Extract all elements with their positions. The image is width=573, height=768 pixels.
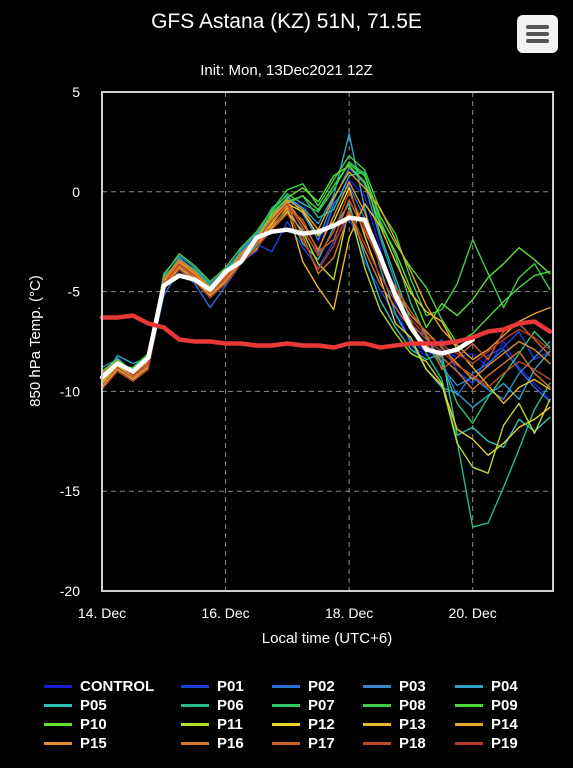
y-tick-label: 0	[72, 184, 80, 200]
legend-swatch	[181, 723, 209, 726]
series-line-p11	[101, 207, 551, 474]
series-line-climatology	[99, 313, 553, 350]
legend-swatch	[455, 685, 483, 688]
hamburger-menu-icon[interactable]	[517, 15, 558, 53]
axes: 5 0 -5 -10 -15 -20 14. Dec 16. Dec 18. Dec 20. De…	[60, 84, 497, 621]
legend-swatch	[455, 742, 483, 745]
legend-label: P05	[80, 697, 107, 714]
legend-swatch	[272, 742, 300, 745]
series-line-p19	[101, 209, 551, 391]
legend-label: P18	[399, 735, 426, 752]
grid-lines	[101, 92, 553, 591]
legend-row: P10 P11 P12 P13 P14	[44, 715, 564, 734]
page-title: GFS Astana (KZ) 51N, 71.5E	[151, 10, 422, 33]
legend-swatch	[363, 685, 391, 688]
series-line-p14	[101, 171, 551, 389]
legend-swatch	[272, 685, 300, 688]
series-line-p16	[101, 205, 551, 391]
legend-swatch	[181, 685, 209, 688]
legend-label: P12	[308, 716, 335, 733]
x-tick-label: 14. Dec	[78, 605, 126, 621]
legend-label: P16	[217, 735, 244, 752]
series-line-p05	[101, 203, 551, 448]
y-tick-label: 5	[72, 84, 80, 100]
legend-swatch	[44, 685, 72, 688]
chart-legend: CONTROL P01 P02 P03 P04 P05 P06 P07 P08 P09 P10 P11…	[44, 677, 564, 753]
legend-swatch	[44, 723, 72, 726]
ensemble-chart: 5 0 -5 -10 -15 -20 14. Dec 16. Dec 18. Dec 20. De…	[27, 84, 554, 647]
legend-row: P15 P16 P17 P18 P19	[44, 734, 564, 753]
legend-label: CONTROL	[80, 678, 155, 695]
legend-label: P02	[308, 678, 335, 695]
y-tick-label: -20	[60, 583, 80, 599]
y-tick-label: -15	[60, 483, 80, 499]
series-line-p18	[101, 191, 551, 389]
legend-row: P05 P06 P07 P08 P09	[44, 696, 564, 715]
y-tick-label: -10	[60, 383, 80, 399]
legend-swatch	[455, 723, 483, 726]
legend-swatch	[272, 723, 300, 726]
x-tick-label: 18. Dec	[325, 605, 373, 621]
legend-label: P13	[399, 716, 426, 733]
legend-label: P06	[217, 697, 244, 714]
x-axis-label: Local time (UTC+6)	[262, 630, 392, 647]
series-lines	[99, 133, 553, 528]
legend-label: P01	[217, 678, 244, 695]
series-line-p17	[101, 199, 551, 387]
legend-label: P11	[217, 716, 243, 733]
legend-label: P10	[80, 716, 107, 733]
series-line-p08	[101, 155, 551, 391]
legend-label: P19	[491, 735, 518, 752]
legend-label: P15	[80, 735, 107, 752]
legend-swatch	[44, 704, 72, 707]
legend-swatch	[181, 704, 209, 707]
series-line-ensemble-mean	[99, 215, 475, 380]
legend-swatch	[272, 704, 300, 707]
legend-swatch	[44, 742, 72, 745]
x-tick-label: 20. Dec	[449, 605, 497, 621]
legend-label: P04	[491, 678, 518, 695]
legend-swatch	[363, 723, 391, 726]
legend-swatch	[455, 704, 483, 707]
legend-label: P07	[308, 697, 335, 714]
legend-label: P08	[399, 697, 426, 714]
legend-swatch	[363, 742, 391, 745]
init-time-label: Init: Mon, 13Dec2021 12Z	[200, 62, 373, 79]
y-tick-label: -5	[68, 284, 81, 300]
legend-row: CONTROL P01 P02 P03 P04	[44, 677, 564, 696]
plot-frame	[101, 91, 554, 592]
series-line-p03	[101, 167, 551, 401]
legend-swatch	[181, 742, 209, 745]
x-tick-label: 16. Dec	[201, 605, 249, 621]
y-axis-label: 850 hPa Temp. (°C)	[27, 275, 44, 407]
legend-swatch	[363, 704, 391, 707]
legend-label: P17	[308, 735, 335, 752]
legend-label: P03	[399, 678, 426, 695]
legend-label: P14	[491, 716, 518, 733]
series-line-p04	[101, 133, 551, 409]
legend-label: P09	[491, 697, 518, 714]
